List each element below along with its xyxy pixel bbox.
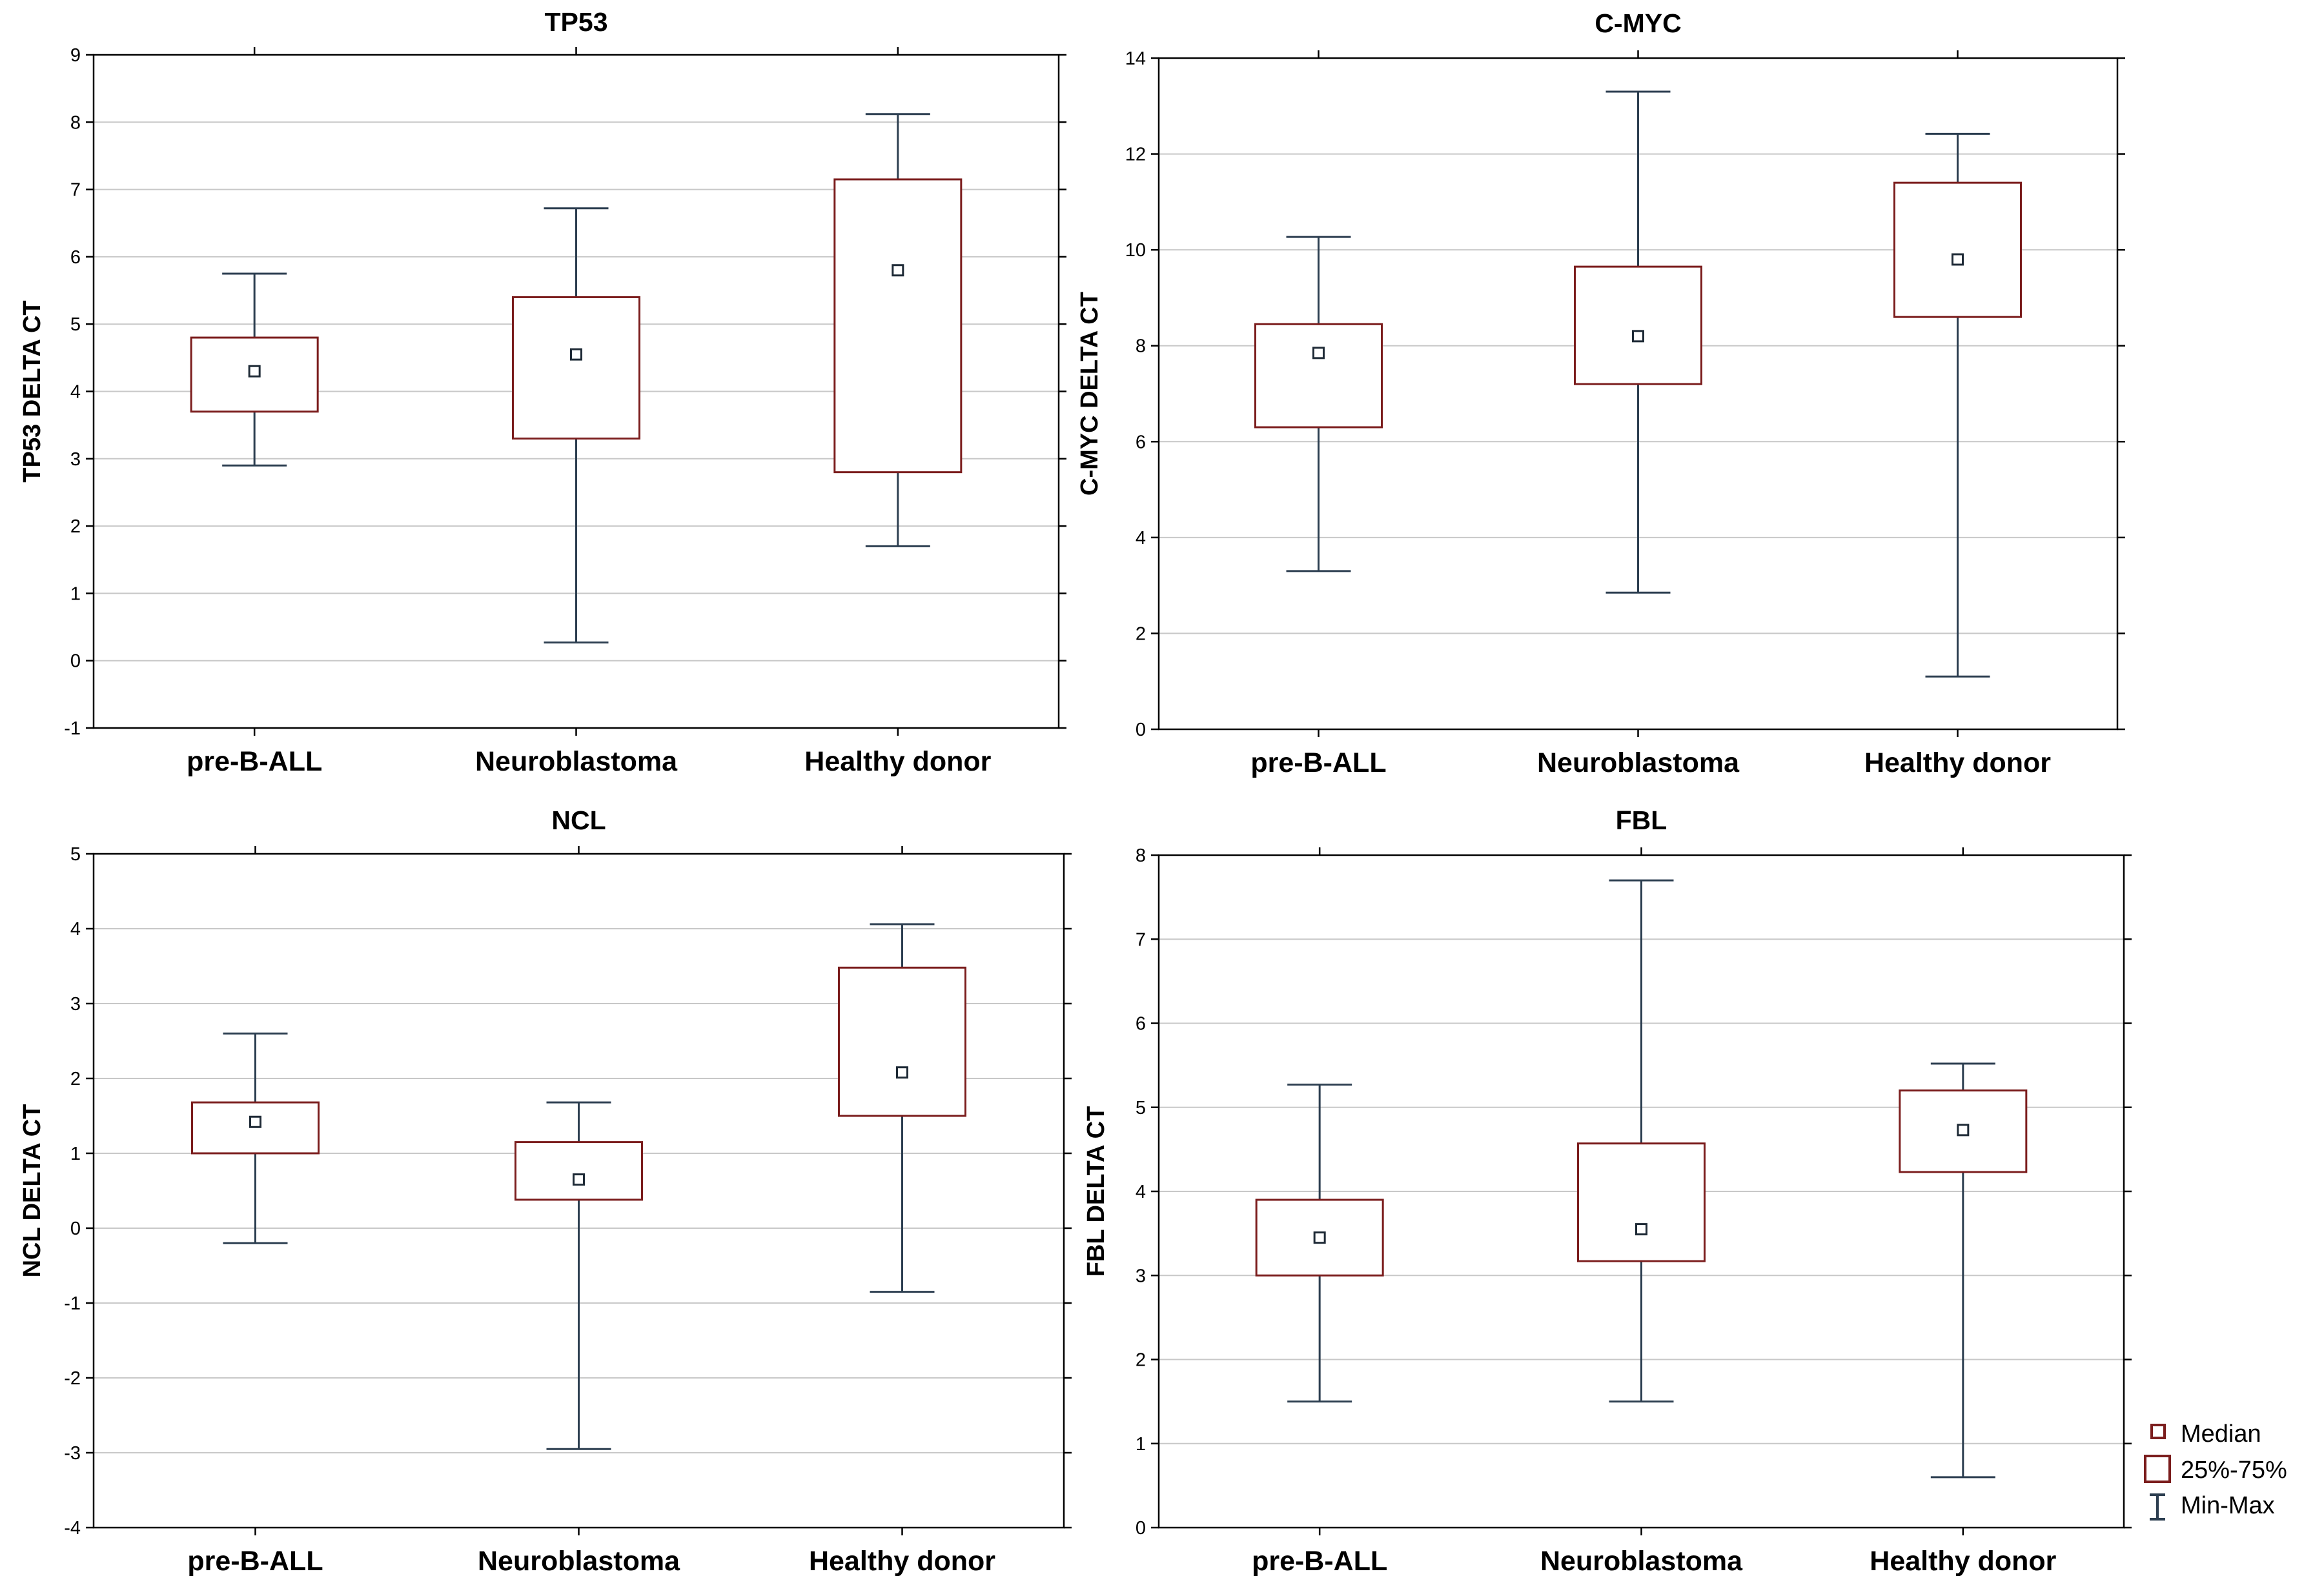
tp53-pre-b-all-median-marker (248, 365, 261, 378)
tp53-chart-title: TP53 (545, 7, 608, 37)
tp53-y-tick-label: 6 (70, 247, 81, 268)
ncl-y-tick-label: -4 (64, 1518, 81, 1539)
ncl-category-label-pre-b-all: pre-B-ALL (187, 1546, 323, 1577)
tp53-neuroblastoma-median-marker (570, 348, 582, 361)
legend: Median 25%-75% Min-Max (2144, 1420, 2287, 1521)
c-myc-y-tick-label: 8 (1136, 336, 1146, 357)
tp53-y-tick-label: 1 (70, 583, 81, 604)
fbl-boxplot-panel: 0 1 2 3 4 5 6 7 8 pre-B-ALL Neuroblastoma Healthy d… (1083, 805, 2132, 1577)
ncl-category-label-healthy-donor: Healthy donor (809, 1546, 995, 1577)
fbl-category-label-pre-b-all: pre-B-ALL (1252, 1546, 1387, 1577)
tp53-y-tick-label: 5 (70, 314, 81, 335)
tp53-y-axis-label: TP53 DELTA CT (19, 300, 46, 482)
fbl-neuroblastoma-iqr-box (1577, 1142, 1706, 1262)
tp53-y-tick-label: 7 (70, 180, 81, 201)
fbl-pre-b-all-median-marker (1313, 1231, 1326, 1244)
ncl-y-tick-label: -3 (64, 1443, 81, 1464)
c-myc-category-label-healthy-donor: Healthy donor (1864, 747, 2051, 778)
ncl-y-tick-label: -2 (64, 1368, 81, 1389)
legend-median-label: Median (2181, 1420, 2261, 1448)
ncl-y-axis-label: NCL DELTA CT (19, 1104, 46, 1278)
c-myc-pre-b-all-median-marker (1312, 347, 1325, 359)
tp53-category-label-neuroblastoma: Neuroblastoma (475, 746, 678, 777)
fbl-y-tick-label: 6 (1136, 1014, 1146, 1035)
legend-iqr-swatch (2144, 1455, 2171, 1483)
tp53-y-tick-label: 3 (70, 449, 81, 470)
legend-iqr-label: 25%-75% (2181, 1457, 2287, 1484)
ncl-neuroblastoma-iqr-box (515, 1141, 643, 1201)
c-myc-healthy-donor-median-marker (1952, 253, 1964, 266)
legend-median-swatch (2150, 1424, 2166, 1439)
c-myc-y-tick-label: 4 (1136, 528, 1146, 549)
c-myc-y-tick-label: 0 (1136, 720, 1146, 740)
fbl-y-tick-label: 2 (1136, 1350, 1146, 1371)
tp53-y-tick-label: 8 (70, 112, 81, 133)
ncl-y-tick-label: 1 (70, 1144, 81, 1164)
fbl-healthy-donor-median-marker (1957, 1124, 1970, 1137)
ncl-y-tick-label: 3 (70, 994, 81, 1015)
c-myc-y-tick-label: 10 (1125, 240, 1146, 261)
tp53-neuroblastoma-iqr-box (512, 296, 640, 440)
tp53-boxplot-panel: -1 0 1 2 3 4 5 6 7 8 9 pre-B-ALL Neuroblastoma Health… (19, 7, 1066, 777)
c-myc-healthy-donor-iqr-box (1893, 181, 2022, 318)
tp53-y-tick-label: 4 (70, 382, 81, 403)
tp53-category-label-healthy-donor: Healthy donor (804, 746, 991, 777)
c-myc-y-tick-label: 12 (1125, 145, 1146, 165)
fbl-y-tick-label: 1 (1136, 1434, 1146, 1455)
fbl-y-axis-label: FBL DELTA CT (1083, 1106, 1110, 1277)
legend-range-icon (2150, 1493, 2165, 1521)
ncl-category-label-neuroblastoma: Neuroblastoma (478, 1546, 680, 1577)
ncl-boxplot-panel: -4 -3 -2 -1 0 1 2 3 4 5 pre-B-ALL Neuroblastoma Heal… (19, 805, 1072, 1577)
ncl-y-tick-label: 2 (70, 1069, 81, 1089)
ncl-y-tick-label: 4 (70, 919, 81, 940)
c-myc-chart-title: C-MYC (1595, 8, 1681, 38)
c-myc-boxplot-panel: 0 2 4 6 8 10 12 14 pre-B-ALL Neuroblastoma Healthy… (1076, 8, 2125, 778)
ncl-chart-title: NCL (551, 805, 606, 835)
ncl-healthy-donor-iqr-box (838, 966, 966, 1117)
fbl-y-tick-label: 7 (1136, 929, 1146, 950)
c-myc-y-tick-label: 2 (1136, 623, 1146, 644)
ncl-healthy-donor-median-marker (896, 1066, 908, 1079)
tp53-y-tick-label: 0 (70, 651, 81, 672)
fbl-healthy-donor-iqr-box (1899, 1089, 2028, 1173)
ncl-neuroblastoma-median-marker (573, 1173, 585, 1186)
ncl-y-tick-label: 0 (70, 1218, 81, 1239)
tp53-category-label-pre-b-all: pre-B-ALL (187, 746, 322, 777)
c-myc-y-axis-label: C-MYC DELTA CT (1076, 292, 1103, 496)
ncl-y-tick-label: 5 (70, 844, 81, 865)
fbl-chart-title: FBL (1616, 805, 1667, 835)
fbl-category-label-neuroblastoma: Neuroblastoma (1540, 1546, 1743, 1577)
fbl-category-label-healthy-donor: Healthy donor (1870, 1546, 2056, 1577)
fbl-neuroblastoma-median-marker (1635, 1223, 1647, 1236)
c-myc-neuroblastoma-iqr-box (1574, 265, 1702, 385)
ncl-pre-b-all-median-marker (249, 1115, 261, 1128)
c-myc-pre-b-all-iqr-box (1254, 323, 1383, 429)
tp53-healthy-donor-median-marker (892, 264, 904, 277)
c-myc-category-label-pre-b-all: pre-B-ALL (1250, 747, 1386, 778)
fbl-y-tick-label: 0 (1136, 1518, 1146, 1539)
c-myc-y-tick-label: 14 (1125, 48, 1146, 69)
fbl-y-tick-label: 4 (1136, 1182, 1146, 1202)
fbl-y-tick-label: 3 (1136, 1266, 1146, 1286)
fbl-y-tick-label: 8 (1136, 845, 1146, 866)
tp53-y-tick-label: 2 (70, 516, 81, 537)
tp53-healthy-donor-iqr-box (833, 178, 963, 474)
c-myc-neuroblastoma-median-marker (1632, 330, 1644, 343)
ncl-y-tick-label: -1 (64, 1293, 81, 1314)
fbl-y-tick-label: 5 (1136, 1098, 1146, 1118)
tp53-y-tick-label: -1 (64, 718, 81, 739)
c-myc-y-tick-label: 6 (1136, 432, 1146, 452)
c-myc-category-label-neuroblastoma: Neuroblastoma (1537, 747, 1740, 778)
tp53-y-tick-label: 9 (70, 45, 81, 66)
legend-range-label: Min-Max (2181, 1492, 2275, 1519)
